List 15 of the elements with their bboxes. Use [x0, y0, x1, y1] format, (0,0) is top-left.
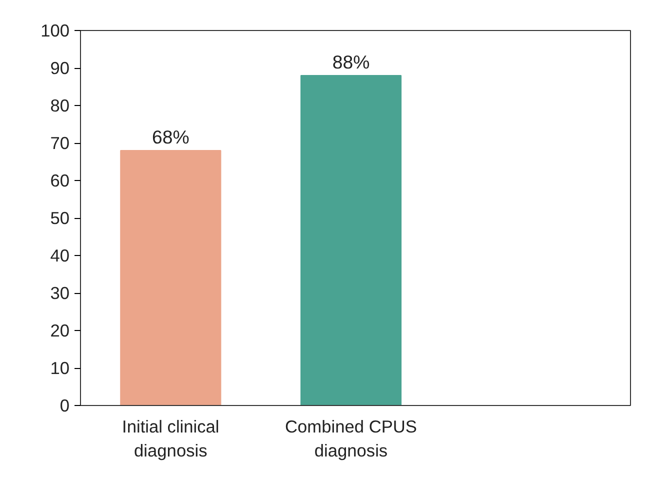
data-label: 88%	[332, 52, 370, 72]
data-label: 68%	[152, 126, 190, 148]
y-tick-label: 0	[60, 396, 70, 416]
y-tick-label: 20	[50, 320, 70, 340]
y-tick-label: 40	[50, 246, 70, 266]
y-tick-label: 70	[50, 133, 70, 153]
y-tick-label: 90	[50, 58, 70, 78]
y-tick-label: 50	[50, 208, 70, 228]
y-tick-label: 30	[50, 283, 70, 303]
y-tick-label: 10	[50, 358, 70, 378]
y-tick-label: 80	[50, 96, 70, 116]
y-tick-label: 60	[50, 170, 70, 190]
x-tick-label: Initial clinical diagnosis	[122, 416, 220, 460]
y-tick-label: 100	[40, 20, 70, 40]
x-tick-label: Combined CPUS diagnosis	[285, 416, 417, 460]
